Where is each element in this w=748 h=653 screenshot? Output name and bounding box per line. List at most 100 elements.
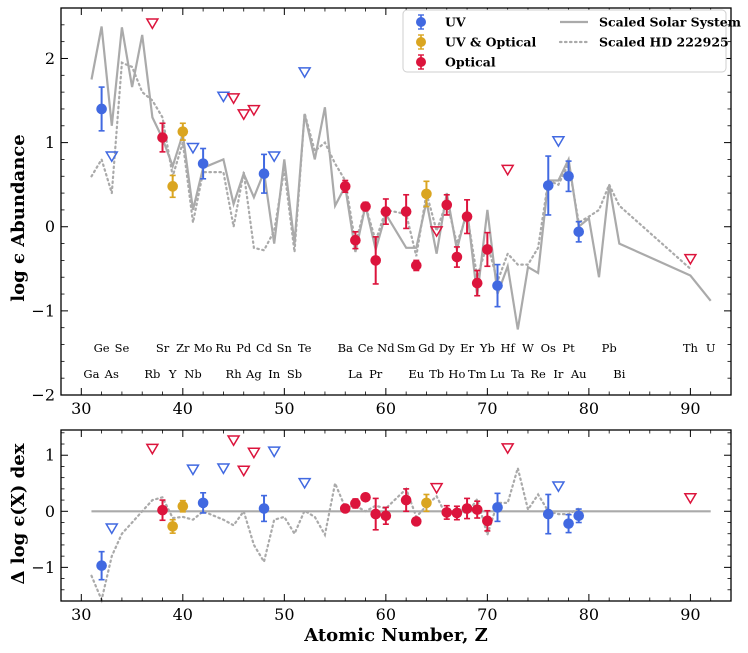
element-label: Pd	[236, 341, 252, 355]
bottom-y-tick-label: 0	[45, 502, 55, 521]
abundance-marker	[492, 280, 503, 291]
abundance-marker	[573, 510, 585, 522]
residual-point	[492, 492, 503, 523]
abundance-marker	[157, 504, 168, 516]
abundance-point	[339, 179, 351, 194]
abundance-point	[96, 86, 107, 132]
element-label: Eu	[408, 367, 424, 381]
element-label: Nd	[377, 341, 395, 355]
abundance-marker	[370, 508, 381, 520]
abundance-marker	[411, 516, 422, 527]
element-label: W	[522, 341, 534, 355]
residual-upper-limit-marker	[429, 482, 444, 495]
abundance-marker	[380, 510, 392, 522]
residual-upper-limit-marker	[500, 443, 515, 455]
residual-point	[380, 506, 392, 525]
element-label: Sr	[156, 341, 170, 355]
residual-point	[96, 550, 107, 581]
residual-upper-limit-marker	[104, 523, 119, 535]
top-x-tick-label: 90	[680, 399, 700, 418]
abundance-marker	[197, 158, 209, 169]
legend-marker	[416, 37, 426, 47]
residual-upper-limit-marker	[267, 446, 281, 459]
abundance-point	[167, 174, 178, 199]
element-label: Ag	[245, 367, 262, 381]
abundance-marker	[360, 201, 371, 212]
legend-label: UV & Optical	[445, 35, 536, 50]
element-label: Th	[683, 341, 699, 355]
residual-point	[197, 491, 209, 514]
legend-marker	[416, 57, 426, 67]
element-label: Pr	[369, 367, 383, 381]
bottom-y-tick-label: −1	[31, 558, 55, 577]
abundance-point	[177, 122, 189, 141]
element-label: Se	[115, 341, 130, 355]
legend-entry: UV & Optical	[416, 34, 536, 50]
abundance-marker	[197, 497, 209, 509]
top-x-tick-label: 50	[274, 399, 294, 418]
top-x-tick-label: 40	[173, 399, 193, 418]
abundance-marker	[96, 103, 107, 115]
top-panel: Ga Ge As Se Rb Sr Y Zr Nb Mo Ru Rh Pd Ag Cd In Sn Sb Te Ba L…	[31, 7, 732, 418]
bottom-panel: 30 40 50 60 70 80 90 −1 0 1	[31, 429, 732, 624]
top-x-tick-label: 70	[477, 399, 497, 418]
element-label: Pb	[602, 341, 617, 355]
top-y-tick-label: 1	[45, 133, 55, 152]
upper-limit-marker	[236, 109, 251, 121]
residual-point	[177, 499, 189, 513]
legend-entry: Optical	[416, 54, 496, 70]
residual-point	[411, 516, 422, 527]
abundance-point	[471, 269, 483, 297]
abundance-marker	[411, 260, 422, 271]
element-label: Os	[541, 341, 556, 355]
abundance-marker	[482, 244, 493, 255]
abundance-marker	[471, 277, 483, 289]
legend-entry: Scaled HD 222925	[558, 35, 729, 50]
top-plot-frame	[60, 7, 732, 396]
element-label: U	[706, 341, 716, 355]
legend-label: Optical	[445, 55, 496, 70]
legend: UV UV & Optical Optical Scaled Solar System…	[402, 9, 741, 73]
abundance-marker	[157, 132, 168, 143]
abundance-marker	[492, 502, 503, 513]
top-x-tick-label: 30	[71, 399, 91, 418]
element-label: Rb	[144, 367, 160, 381]
top-y-axis-label: log ϵ Abundance	[8, 134, 29, 301]
upper-limit-marker	[216, 91, 231, 104]
top-y-tick-label: −1	[31, 301, 55, 320]
abundance-point	[421, 180, 432, 208]
element-label: Ir	[553, 367, 564, 381]
abundance-marker	[542, 508, 554, 520]
residual-point	[451, 505, 463, 521]
upper-limit-marker	[145, 18, 160, 30]
upper-limit-marker	[551, 136, 566, 148]
abundance-marker	[339, 181, 351, 192]
abundance-point	[482, 231, 493, 268]
abundance-point	[380, 198, 392, 226]
bottom-x-tick-label: 60	[376, 605, 396, 624]
legend-box	[402, 9, 727, 73]
upper-limit-marker	[429, 226, 444, 238]
upper-limit-marker	[226, 93, 241, 105]
legend-entry: Scaled Solar System	[560, 15, 741, 30]
element-label: Ta	[511, 367, 525, 381]
abundance-point	[451, 246, 463, 268]
residual-upper-limit-marker	[236, 465, 251, 478]
element-label: Tm	[468, 367, 487, 381]
upper-limit-marker	[247, 104, 261, 117]
element-label: Y	[168, 367, 177, 381]
abundance-marker	[542, 180, 554, 191]
element-label: Tb	[429, 367, 444, 381]
abundance-point	[370, 236, 381, 285]
abundance-marker	[400, 494, 412, 506]
residual-point	[258, 494, 270, 523]
abundance-point	[400, 193, 412, 230]
abundance-marker	[177, 126, 189, 137]
element-label: Yb	[479, 341, 495, 355]
element-label: Au	[570, 367, 587, 381]
upper-limit-marker	[297, 67, 312, 79]
element-label: Re	[530, 367, 546, 381]
bottom-x-tick-label: 50	[274, 605, 294, 624]
residual-point	[157, 499, 168, 522]
